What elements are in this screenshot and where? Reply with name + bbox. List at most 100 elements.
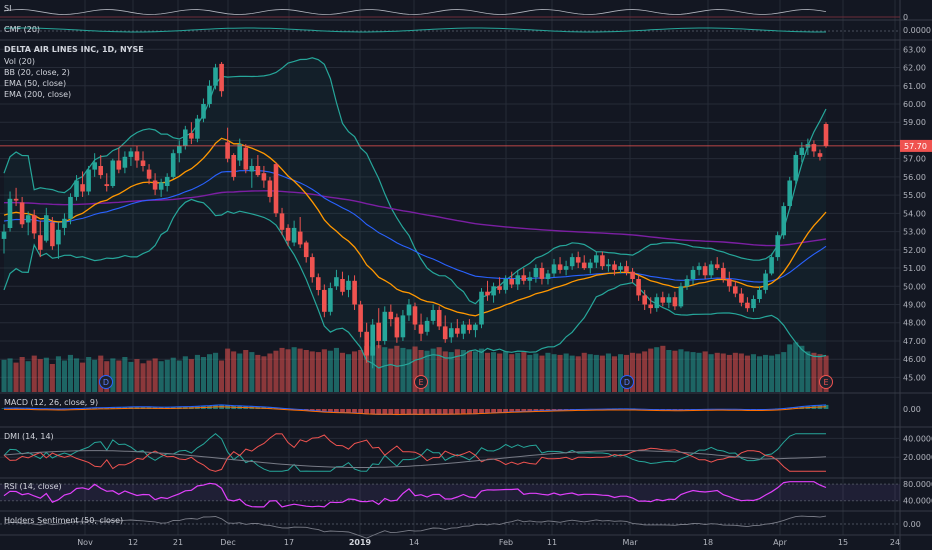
macd-histogram-bar: [315, 409, 321, 411]
volume-bar: [267, 353, 273, 392]
volume-bar: [551, 354, 557, 392]
candle-body: [279, 213, 285, 230]
macd-histogram-bar: [370, 409, 376, 415]
macd-axis-label: 0.00: [903, 405, 921, 414]
candle-body: [823, 124, 829, 146]
candle: [44, 207, 49, 243]
candle-body: [352, 280, 357, 305]
holders-panel-label[interactable]: Holders Sentiment (50, close): [4, 516, 124, 525]
candle-body: [328, 288, 333, 312]
volume-bar: [515, 352, 521, 392]
volume-bar: [775, 354, 781, 392]
holders-line: [3, 515, 827, 539]
volume-bar: [31, 355, 37, 392]
candle-body: [479, 291, 484, 325]
candle-body: [225, 142, 230, 159]
candle-body: [521, 275, 527, 281]
volume-bar: [744, 355, 750, 392]
candle-body: [799, 147, 805, 155]
candle: [279, 207, 285, 236]
si-axis-label: 0: [903, 13, 908, 22]
rsi-panel-label[interactable]: RSI (14, close): [4, 482, 62, 491]
volume-bar: [146, 360, 152, 392]
indicator-label-ema200[interactable]: EMA (200, close): [4, 90, 72, 99]
candle-body: [721, 268, 726, 279]
candle: [708, 260, 714, 279]
price-tick-label: 45.00: [903, 373, 926, 382]
candle: [213, 63, 218, 90]
candle: [237, 138, 242, 166]
candle-body: [164, 176, 170, 186]
volume-bar: [1, 359, 7, 392]
price-tick-label: 56.00: [903, 173, 926, 182]
si-line: [3, 9, 827, 15]
bb-fill: [4, 57, 826, 369]
candle-body: [406, 304, 412, 316]
macd-histogram-bar: [460, 409, 466, 414]
candle: [751, 295, 756, 312]
candle: [436, 306, 442, 331]
candle: [340, 271, 345, 296]
candle-body: [346, 280, 351, 290]
candle-body: [702, 266, 708, 276]
price-tick-label: 51.00: [903, 264, 926, 273]
candle-body: [316, 277, 321, 290]
candle: [503, 275, 508, 294]
volume-bar: [158, 361, 164, 392]
candle: [140, 151, 146, 172]
volume-bar: [352, 351, 358, 392]
candle-body: [38, 235, 43, 250]
volume-bar: [122, 357, 128, 392]
candle-body: [461, 324, 466, 334]
volume-bar: [436, 347, 442, 392]
volume-bar: [339, 352, 345, 392]
price-tick-label: 55.00: [903, 191, 926, 200]
candle-body: [110, 160, 116, 186]
candle-body: [322, 289, 327, 312]
volume-bar: [587, 354, 593, 392]
candle: [98, 155, 103, 179]
candle-body: [183, 129, 188, 146]
candle-body: [618, 266, 623, 270]
candle: [68, 193, 73, 225]
cmf-panel-label[interactable]: CMF (20): [4, 25, 41, 34]
candle-body: [473, 324, 478, 331]
volume-bar: [563, 353, 569, 392]
volume-bar: [714, 352, 720, 392]
price-tick-label: 54.00: [903, 209, 926, 218]
candle-body: [600, 255, 605, 267]
candle: [461, 320, 466, 340]
candle-body: [303, 242, 309, 258]
volume-bar: [67, 354, 73, 392]
macd-histogram-bar: [557, 409, 563, 411]
indicator-label-bb[interactable]: BB (20, close, 2): [4, 68, 70, 77]
candle: [811, 140, 817, 157]
indicator-label-ema50[interactable]: EMA (50, close): [4, 79, 67, 88]
candle: [467, 319, 472, 334]
candle-body: [50, 222, 55, 247]
candle-body: [666, 297, 672, 303]
candle: [563, 260, 569, 276]
si-panel-label[interactable]: SI: [4, 4, 12, 13]
candle-body: [177, 145, 182, 154]
candle-body: [442, 326, 448, 340]
x-tick-label: 24: [890, 538, 900, 547]
price-tick-label: 48.00: [903, 319, 926, 328]
macd-panel-label[interactable]: MACD (12, 26, close, 9): [4, 398, 99, 407]
indicator-label-vol[interactable]: Vol (20): [4, 57, 35, 66]
candle-body: [98, 166, 103, 176]
volume-bar: [152, 358, 158, 392]
candle: [19, 196, 25, 228]
macd-histogram-bar: [454, 409, 460, 415]
volume-bar: [188, 359, 194, 392]
candle: [267, 176, 273, 203]
x-tick-label: Dec: [220, 538, 235, 547]
macd-histogram-bar: [346, 409, 351, 413]
candle: [624, 260, 629, 276]
dmi-panel-label[interactable]: DMI (14, 14): [4, 432, 54, 441]
x-tick-label: 21: [173, 538, 183, 547]
candle: [50, 217, 55, 250]
macd-histogram-bar: [527, 409, 533, 412]
candle: [745, 297, 750, 312]
